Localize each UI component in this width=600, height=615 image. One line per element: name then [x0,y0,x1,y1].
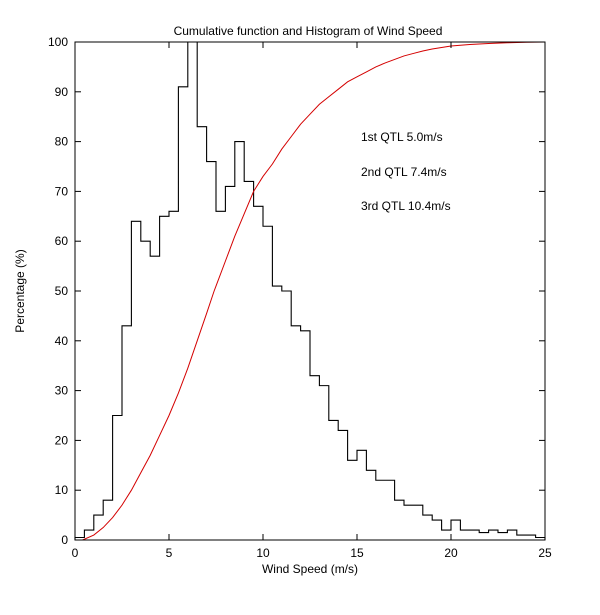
y-tick-label: 80 [55,135,69,149]
y-tick-label: 10 [55,483,69,497]
x-tick-label: 25 [538,546,552,560]
x-tick-label: 5 [166,546,173,560]
y-tick-label: 100 [48,35,68,49]
annotation-qtl-1: 1st QTL 5.0m/s [361,130,443,144]
y-tick-label: 20 [55,433,69,447]
plot-area: 0 5 10 15 20 25 0 10 20 30 40 50 60 70 80 90 100 [48,35,552,560]
y-tick-label: 0 [61,533,68,547]
y-tick-label: 70 [55,184,69,198]
y-tick-label: 40 [55,334,69,348]
chart-title: Cumulative function and Histogram of Win… [174,24,443,38]
y-tick-label: 60 [55,234,69,248]
x-tick-label: 20 [444,546,458,560]
y-axis-label: Percentage (%) [13,249,27,332]
y-tick-label: 50 [55,284,69,298]
y-tick-label: 90 [55,85,69,99]
x-tick-label: 0 [72,546,79,560]
histogram-series [74,41,546,540]
x-tick-label: 10 [256,546,270,560]
x-axis-label: Wind Speed (m/s) [262,562,358,576]
axes-box [74,41,546,541]
x-tick-label: 15 [350,546,364,560]
y-tick-label: 30 [55,384,69,398]
cumulative-curve [82,41,546,541]
annotation-qtl-2: 2nd QTL 7.4m/s [361,165,447,179]
annotation-qtl-3: 3rd QTL 10.4m/s [361,199,451,213]
